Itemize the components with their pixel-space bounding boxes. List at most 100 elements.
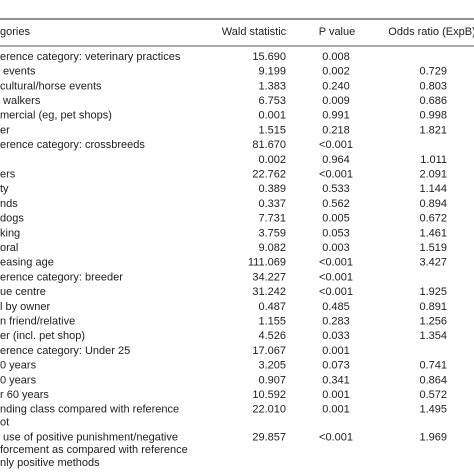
- row-label: l by owner: [0, 301, 50, 313]
- row-label: easing age: [0, 257, 54, 269]
- p-value: 0.533: [322, 183, 350, 195]
- row-label: forcement as compared with reference: [0, 444, 188, 456]
- p-value: 0.218: [322, 124, 350, 136]
- wald-statistic: 6.753: [258, 95, 286, 107]
- p-value: 0.005: [322, 213, 350, 225]
- odds-ratio: 0.803: [419, 80, 447, 92]
- odds-ratio: 0.998: [419, 110, 447, 122]
- wald-statistic: 22.010: [252, 404, 286, 416]
- p-value: <0.001: [319, 431, 353, 443]
- odds-ratio: 0.864: [419, 374, 447, 386]
- wald-statistic: 34.227: [252, 271, 286, 283]
- odds-ratio: 0.894: [419, 198, 447, 210]
- header-cell: Wald statistic: [222, 26, 287, 38]
- row-label: er: [0, 124, 10, 136]
- row-label: cultural/horse events: [0, 80, 102, 92]
- wald-statistic: 29.857: [252, 431, 286, 443]
- p-value: 0.002: [322, 66, 350, 78]
- row-label: dogs: [0, 213, 24, 225]
- wald-statistic: 22.762: [252, 169, 286, 181]
- wald-statistic: 0.389: [258, 183, 286, 195]
- odds-ratio: 0.686: [419, 95, 447, 107]
- row-label: r 60 years: [0, 389, 49, 401]
- p-value: <0.001: [319, 139, 353, 151]
- wald-statistic: 4.526: [258, 330, 286, 342]
- wald-statistic: 1.383: [258, 80, 286, 92]
- odds-ratio: 0.572: [419, 389, 447, 401]
- header-cell: gories: [0, 26, 30, 38]
- wald-statistic: 3.759: [258, 227, 286, 239]
- row-label: n friend/relative: [0, 316, 75, 328]
- wald-statistic: 0.487: [258, 301, 286, 313]
- p-value: 0.283: [322, 316, 350, 328]
- wald-statistic: 0.001: [258, 110, 286, 122]
- p-value: 0.001: [322, 345, 350, 357]
- row-label: 0 years: [0, 360, 37, 372]
- row-label: nding class compared with reference: [0, 404, 179, 416]
- odds-ratio: 3.427: [419, 257, 447, 269]
- p-value: 0.009: [322, 95, 350, 107]
- wald-statistic: 15.690: [252, 51, 286, 63]
- row-label: erence category: breeder: [0, 271, 123, 283]
- wald-statistic: 0.002: [258, 154, 286, 166]
- p-value: 0.073: [322, 360, 350, 372]
- p-value: 0.001: [322, 389, 350, 401]
- odds-ratio: 1.144: [419, 183, 447, 195]
- row-label: 0 years: [0, 374, 37, 386]
- p-value: 0.341: [322, 374, 350, 386]
- row-label: erence category: veterinary practices: [0, 51, 181, 63]
- odds-ratio: 2.091: [419, 169, 447, 181]
- odds-ratio: 1.495: [419, 404, 447, 416]
- row-label: nds: [0, 198, 18, 210]
- p-value: <0.001: [319, 286, 353, 298]
- wald-statistic: 1.155: [258, 316, 286, 328]
- row-label: ty: [0, 183, 9, 195]
- odds-ratio: 0.672: [419, 213, 447, 225]
- wald-statistic: 81.670: [252, 139, 286, 151]
- odds-ratio: 1.461: [419, 227, 447, 239]
- p-value: 0.033: [322, 330, 350, 342]
- row-label: use of positive punishment/negative: [0, 431, 178, 443]
- wald-statistic: 9.199: [258, 66, 286, 78]
- row-label: ot: [0, 417, 9, 429]
- p-value: <0.001: [319, 257, 353, 269]
- row-label: nly positive methods: [0, 457, 100, 469]
- odds-ratio: 1.519: [419, 242, 447, 254]
- p-value: 0.001: [322, 404, 350, 416]
- header-cell: P value: [319, 26, 356, 38]
- row-label: mercial (eg, pet shops): [0, 110, 112, 122]
- wald-statistic: 111.069: [248, 257, 286, 269]
- row-label: ue centre: [0, 286, 46, 298]
- wald-statistic: 0.907: [258, 374, 286, 386]
- p-value: 0.053: [322, 227, 350, 239]
- row-label: erence category: Under 25: [0, 345, 130, 357]
- row-label: king: [0, 227, 20, 239]
- odds-ratio: 1.256: [419, 316, 447, 328]
- p-value: 0.991: [322, 110, 350, 122]
- odds-ratio: 1.011: [420, 154, 447, 166]
- wald-statistic: 9.082: [258, 242, 286, 254]
- p-value: 0.562: [322, 198, 350, 210]
- odds-ratio: 0.729: [419, 66, 447, 78]
- odds-ratio: 1.821: [419, 124, 447, 136]
- odds-ratio: 0.741: [419, 360, 447, 372]
- odds-ratio: 1.925: [419, 286, 447, 298]
- p-value: <0.001: [319, 271, 353, 283]
- header-cell: Odds ratio (ExpB): [388, 26, 474, 38]
- wald-statistic: 31.242: [252, 286, 286, 298]
- row-label: ers: [0, 169, 16, 181]
- wald-statistic: 17.067: [252, 345, 286, 357]
- wald-statistic: 0.337: [258, 198, 286, 210]
- row-label: er (incl. pet shop): [0, 330, 85, 342]
- p-value: 0.003: [322, 242, 350, 254]
- p-value: 0.240: [322, 80, 350, 92]
- row-label: oral: [0, 242, 18, 254]
- wald-statistic: 1.515: [258, 124, 286, 136]
- odds-ratio: 1.969: [419, 431, 447, 443]
- p-value: <0.001: [319, 169, 353, 181]
- p-value: 0.964: [322, 154, 350, 166]
- p-value: 0.485: [322, 301, 350, 313]
- wald-statistic: 7.731: [258, 213, 286, 225]
